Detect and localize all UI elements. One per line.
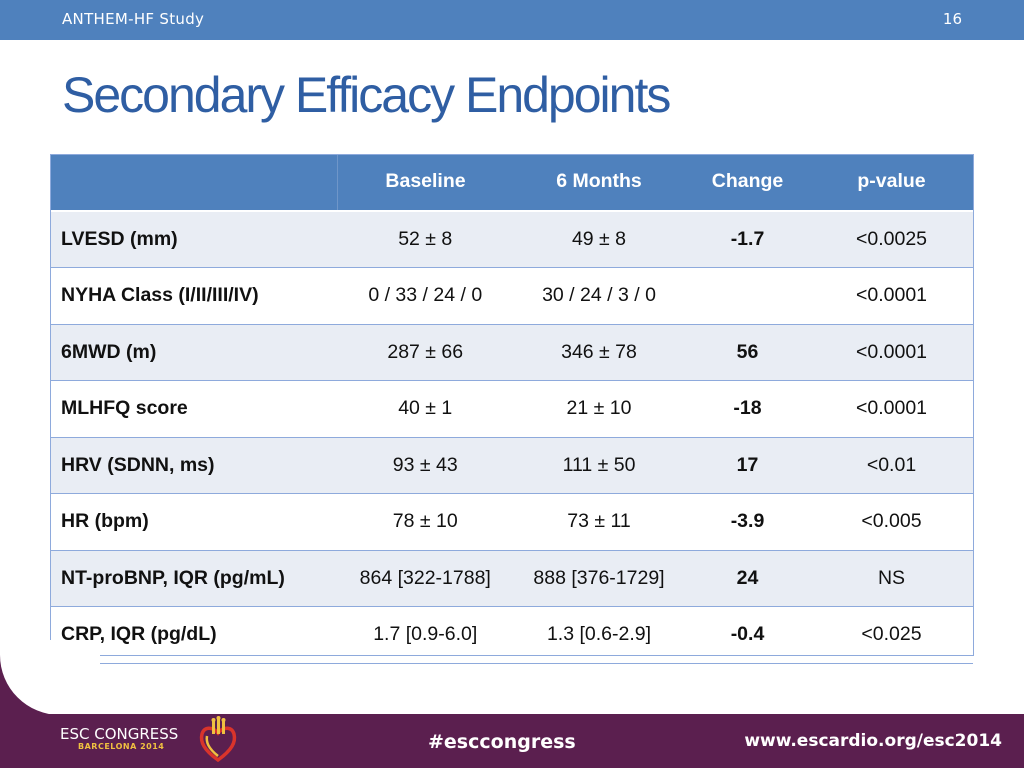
change-cell: -1.7 (685, 210, 810, 268)
slide-title: Secondary Efficacy Endpoints (62, 67, 671, 123)
p-value-cell: NS (810, 550, 973, 607)
logo-main-text: ESC CONGRESS (60, 725, 179, 743)
top-bar: ANTHEM-HF Study 16 (0, 0, 1024, 40)
baseline-cell: 52 ± 8 (337, 210, 513, 268)
table-row: CRP, IQR (pg/dL) 1.7 [0.9-6.0] 1.3 [0.6-… (50, 606, 973, 664)
footer-bar (0, 714, 1024, 768)
row-label: MLHFQ score (50, 380, 338, 438)
p-value-cell: <0.025 (810, 606, 973, 664)
baseline-cell: 78 ± 10 (337, 493, 513, 551)
p-value-cell: <0.0001 (810, 267, 973, 325)
row-label: HR (bpm) (50, 493, 338, 551)
change-cell: 56 (685, 324, 810, 381)
table-row: NYHA Class (I/II/III/IV) 0 / 33 / 24 / 0… (50, 267, 973, 325)
6-months-cell: 30 / 24 / 3 / 0 (513, 267, 685, 325)
6-months-cell: 111 ± 50 (513, 437, 685, 494)
row-label: LVESD (mm) (50, 210, 338, 268)
table-row: 6MWD (m) 287 ± 66 346 ± 78 56 <0.0001 (50, 324, 973, 381)
footer-curve (0, 640, 100, 715)
p-value-cell: <0.0001 (810, 380, 973, 438)
6-months-cell: 888 [376-1729] (513, 550, 685, 607)
row-label: HRV (SDNN, ms) (50, 437, 338, 494)
p-value-cell: <0.01 (810, 437, 973, 494)
column-header-6-months: 6 Months (513, 154, 685, 212)
6-months-cell: 21 ± 10 (513, 380, 685, 438)
p-value-cell: <0.0025 (810, 210, 973, 268)
slide-number: 16 (942, 10, 962, 28)
study-name: ANTHEM-HF Study (62, 10, 205, 28)
heart-emblem-icon (199, 716, 237, 763)
table-row: HRV (SDNN, ms) 93 ± 43 111 ± 50 17 <0.01 (50, 437, 973, 494)
endpoints-table: Baseline 6 Months Change p-value LVESD (… (50, 154, 973, 664)
6-months-cell: 346 ± 78 (513, 324, 685, 381)
esc-congress-logo: ESC CONGRESS BARCELONA 2014 (60, 726, 178, 751)
p-value-cell: <0.005 (810, 493, 973, 551)
row-label: NYHA Class (I/II/III/IV) (50, 267, 338, 325)
change-cell: 17 (685, 437, 810, 494)
baseline-cell: 287 ± 66 (337, 324, 513, 381)
6-months-cell: 49 ± 8 (513, 210, 685, 268)
table-row: MLHFQ score 40 ± 1 21 ± 10 -18 <0.0001 (50, 380, 973, 438)
table-row: HR (bpm) 78 ± 10 73 ± 11 -3.9 <0.005 (50, 493, 973, 551)
row-label: NT-proBNP, IQR (pg/mL) (50, 550, 338, 607)
hashtag-text: #esccongress (428, 731, 576, 753)
p-value-cell: <0.0001 (810, 324, 973, 381)
baseline-cell: 864 [322-1788] (337, 550, 513, 607)
change-cell: -18 (685, 380, 810, 438)
6-months-cell: 1.3 [0.6-2.9] (513, 606, 685, 664)
row-label: 6MWD (m) (50, 324, 338, 381)
change-cell (685, 267, 810, 325)
change-cell: -3.9 (685, 493, 810, 551)
baseline-cell: 1.7 [0.9-6.0] (337, 606, 513, 664)
column-header-change: Change (685, 154, 810, 212)
baseline-cell: 93 ± 43 (337, 437, 513, 494)
baseline-cell: 40 ± 1 (337, 380, 513, 438)
table-row: NT-proBNP, IQR (pg/mL) 864 [322-1788] 88… (50, 550, 973, 607)
table-header-row: Baseline 6 Months Change p-value (50, 154, 973, 212)
baseline-cell: 0 / 33 / 24 / 0 (337, 267, 513, 325)
column-header-baseline: Baseline (337, 154, 513, 212)
website-link[interactable]: www.escardio.org/esc2014 (744, 731, 1002, 751)
change-cell: -0.4 (685, 606, 810, 664)
column-header-label (50, 154, 338, 212)
column-header-p-value: p-value (810, 154, 973, 212)
change-cell: 24 (685, 550, 810, 607)
6-months-cell: 73 ± 11 (513, 493, 685, 551)
table-row: LVESD (mm) 52 ± 8 49 ± 8 -1.7 <0.0025 (50, 210, 973, 268)
logo-sub-text: BARCELONA 2014 (78, 742, 165, 751)
